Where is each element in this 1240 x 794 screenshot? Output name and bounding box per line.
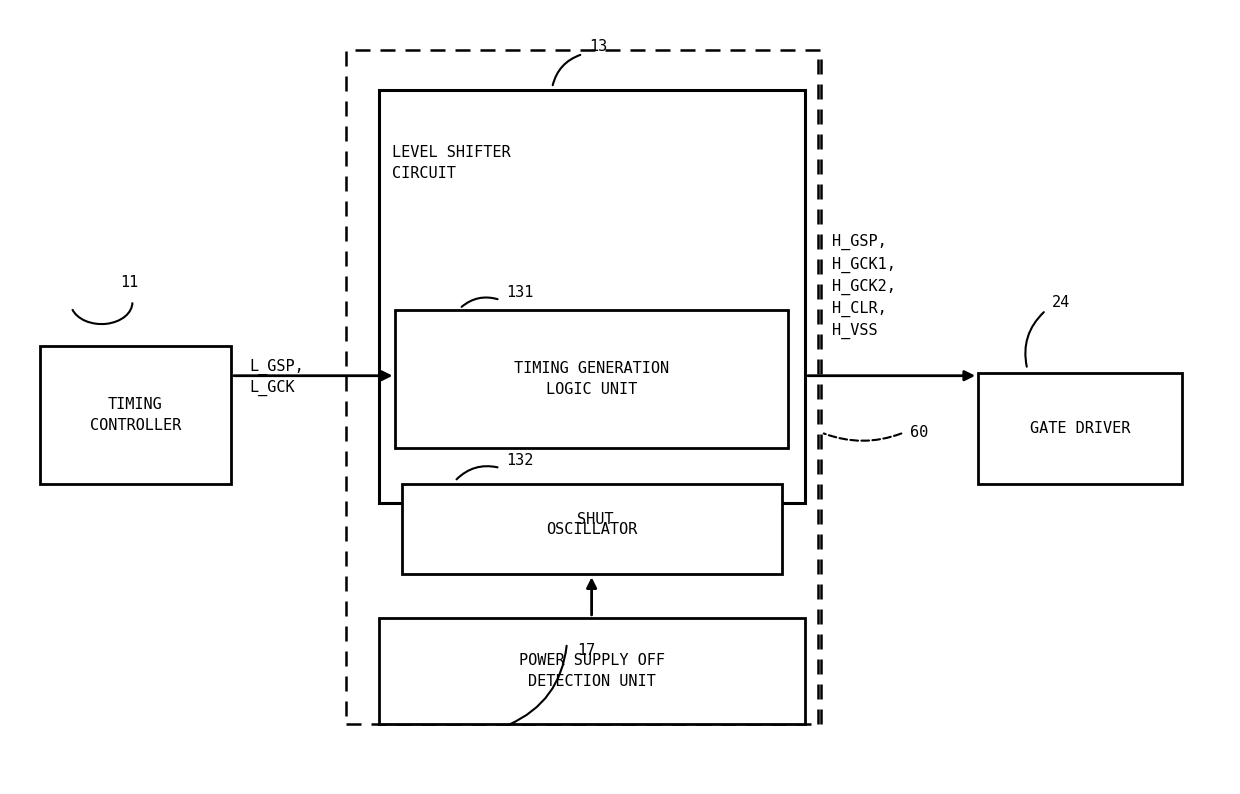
Text: 13: 13 — [589, 39, 608, 54]
Bar — [40, 345, 231, 484]
Text: TIMING GENERATION
LOGIC UNIT: TIMING GENERATION LOGIC UNIT — [515, 361, 670, 397]
Text: L_GSP,
L_GCK: L_GSP, L_GCK — [249, 359, 304, 396]
Text: 24: 24 — [1052, 295, 1070, 310]
Bar — [379, 618, 805, 724]
Text: SHUT: SHUT — [577, 511, 614, 526]
Bar — [396, 310, 787, 449]
Text: 131: 131 — [506, 284, 533, 299]
Text: 11: 11 — [120, 276, 139, 290]
Bar — [978, 373, 1182, 484]
Text: GATE DRIVER: GATE DRIVER — [1029, 421, 1130, 436]
Text: 60: 60 — [910, 425, 929, 440]
Text: POWER SUPPLY OFF
DETECTION UNIT: POWER SUPPLY OFF DETECTION UNIT — [520, 653, 665, 689]
Text: 132: 132 — [506, 453, 533, 468]
Text: OSCILLATOR: OSCILLATOR — [546, 522, 637, 537]
Bar — [402, 484, 781, 574]
Text: LEVEL SHIFTER
CIRCUIT: LEVEL SHIFTER CIRCUIT — [392, 145, 510, 181]
Text: TIMING
CONTROLLER: TIMING CONTROLLER — [89, 397, 181, 433]
Text: H_GSP,
H_GCK1,
H_GCK2,
H_CLR,
H_VSS: H_GSP, H_GCK1, H_GCK2, H_CLR, H_VSS — [832, 234, 897, 339]
Bar — [379, 90, 805, 503]
Text: 17: 17 — [577, 643, 595, 658]
Bar — [346, 50, 821, 724]
